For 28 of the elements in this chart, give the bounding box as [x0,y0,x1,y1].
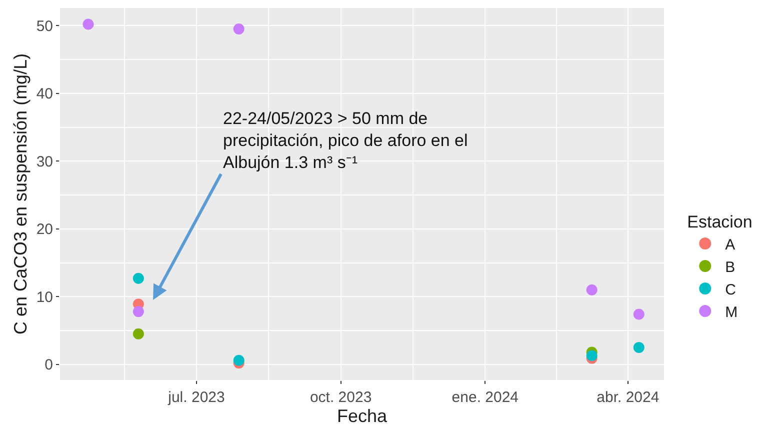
point [233,24,244,35]
legend-label: B [725,258,736,276]
annotation: 22-24/05/2023 > 50 mm de precipitación, pico de aforo en el Albujón 1.3 m³ s⁻¹ [223,109,468,172]
point [586,284,598,296]
y-tick-label: 30 [36,153,53,170]
point [633,342,644,353]
point [633,308,644,320]
point [132,328,144,340]
x-tick-label: abr. 2024 [596,389,660,406]
point [132,306,144,318]
x-tick-label: jul. 2023 [167,389,225,406]
y-tick-label: 20 [36,221,53,238]
point [132,272,144,284]
x-tick-label: oct. 2023 [310,389,372,406]
y-tick-label: 10 [36,288,53,306]
legend-label: C [725,281,736,298]
y-tick-label: 50 [36,18,53,35]
point [82,18,94,30]
point [586,350,598,362]
y-tick-label: 0 [44,356,53,374]
legend-title: Estacion [687,212,752,232]
legend-label: M [725,304,738,321]
x-tick-label: ene. 2024 [452,389,519,406]
y-axis-title: C en CaCO3 en suspensión (mg/L) [10,53,31,335]
point [233,354,244,366]
x-axis-title: Fecha [336,406,388,426]
legend-label: A [725,236,736,254]
y-tick-label: 40 [36,86,53,103]
